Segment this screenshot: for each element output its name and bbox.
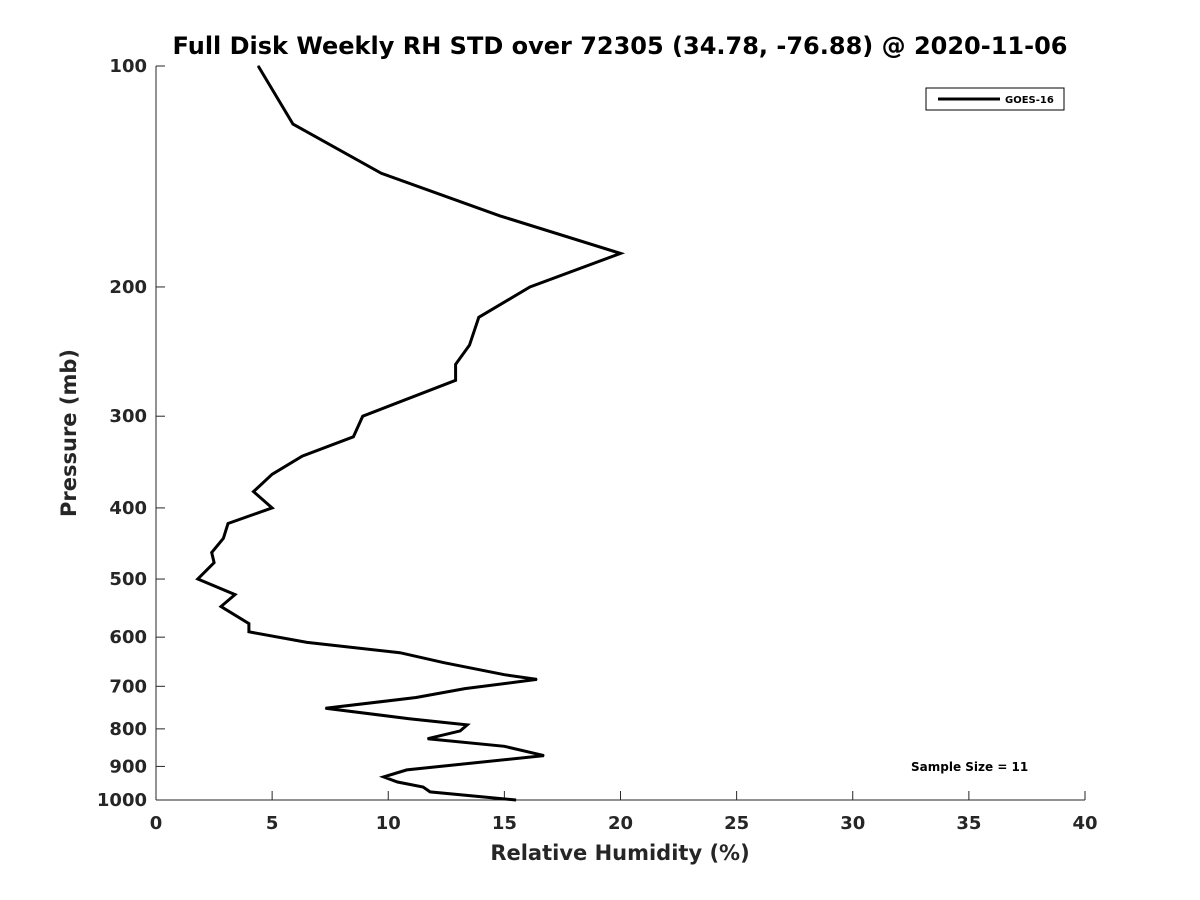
data-point <box>362 415 364 417</box>
sample-size-annotation: Sample Size = 11 <box>911 760 1028 774</box>
y-tick-label: 100 <box>109 56 147 77</box>
data-point <box>455 363 457 365</box>
y-tick-label: 400 <box>109 498 147 519</box>
data-point <box>324 707 327 709</box>
data-point <box>503 674 505 676</box>
y-axis: 100 200 300 400 500 600 700 800 900 1000 <box>97 56 165 811</box>
y-tick-label: 900 <box>109 756 147 777</box>
x-tick-label: 5 <box>266 813 279 834</box>
data-point <box>466 724 468 726</box>
x-tick-label: 15 <box>492 813 517 834</box>
data-point <box>464 688 466 690</box>
x-tick-label: 25 <box>724 813 749 834</box>
y-tick-label: 600 <box>109 627 147 648</box>
data-point <box>222 537 224 539</box>
y-tick-label: 200 <box>109 277 147 298</box>
data-point <box>406 769 408 771</box>
data-point <box>529 286 531 288</box>
data-point <box>271 473 273 475</box>
x-tick-label: 30 <box>840 813 865 834</box>
data-point <box>443 662 445 664</box>
y-tick-label: 700 <box>109 676 147 697</box>
data-point <box>292 123 294 125</box>
data-point <box>301 455 303 457</box>
data-point <box>248 631 250 633</box>
data-point <box>252 491 255 493</box>
series-layer <box>195 65 626 802</box>
data-point <box>543 755 545 757</box>
data-point <box>536 678 538 681</box>
data-point <box>503 745 505 747</box>
data-point <box>380 172 382 174</box>
data-point <box>234 594 236 596</box>
y-tick-label: 800 <box>109 719 147 740</box>
y-tick-label: 1000 <box>97 790 147 811</box>
y-axis-label: Pressure (mb) <box>57 349 81 517</box>
data-point <box>197 578 199 580</box>
data-point <box>427 738 429 740</box>
x-tick-label: 20 <box>608 813 633 834</box>
x-tick-label: 10 <box>376 813 401 834</box>
data-point <box>468 344 471 346</box>
data-point <box>271 507 273 509</box>
x-tick-label: 0 <box>150 813 163 834</box>
data-point <box>399 652 401 654</box>
data-point <box>422 786 424 788</box>
data-point <box>257 65 259 67</box>
x-tick-label: 35 <box>956 813 981 834</box>
data-point <box>515 799 517 801</box>
data-point <box>352 436 354 438</box>
x-axis: 0 5 10 15 20 25 30 35 40 <box>150 791 1098 834</box>
data-point <box>306 641 308 644</box>
data-point <box>459 730 461 732</box>
data-point <box>408 718 410 720</box>
data-point <box>248 623 250 625</box>
y-tick-label: 500 <box>109 569 147 590</box>
data-point <box>213 562 215 564</box>
data-point <box>478 316 480 318</box>
x-tick-label: 40 <box>1072 813 1097 834</box>
data-point <box>396 781 399 783</box>
x-axis-label: Relative Humidity (%) <box>490 841 749 865</box>
data-point <box>220 605 222 608</box>
legend-entry-label: GOES-16 <box>1005 95 1054 106</box>
data-point <box>619 252 622 254</box>
data-point <box>383 776 385 778</box>
legend: GOES-16 <box>925 87 1065 111</box>
data-point <box>415 696 417 699</box>
data-point <box>211 551 213 554</box>
data-point <box>455 379 457 381</box>
data-point <box>227 522 229 525</box>
data-point <box>429 791 431 793</box>
chart-title: Full Disk Weekly RH STD over 72305 (34.7… <box>173 32 1068 60</box>
y-tick-label: 300 <box>109 406 147 427</box>
data-point <box>499 215 501 217</box>
